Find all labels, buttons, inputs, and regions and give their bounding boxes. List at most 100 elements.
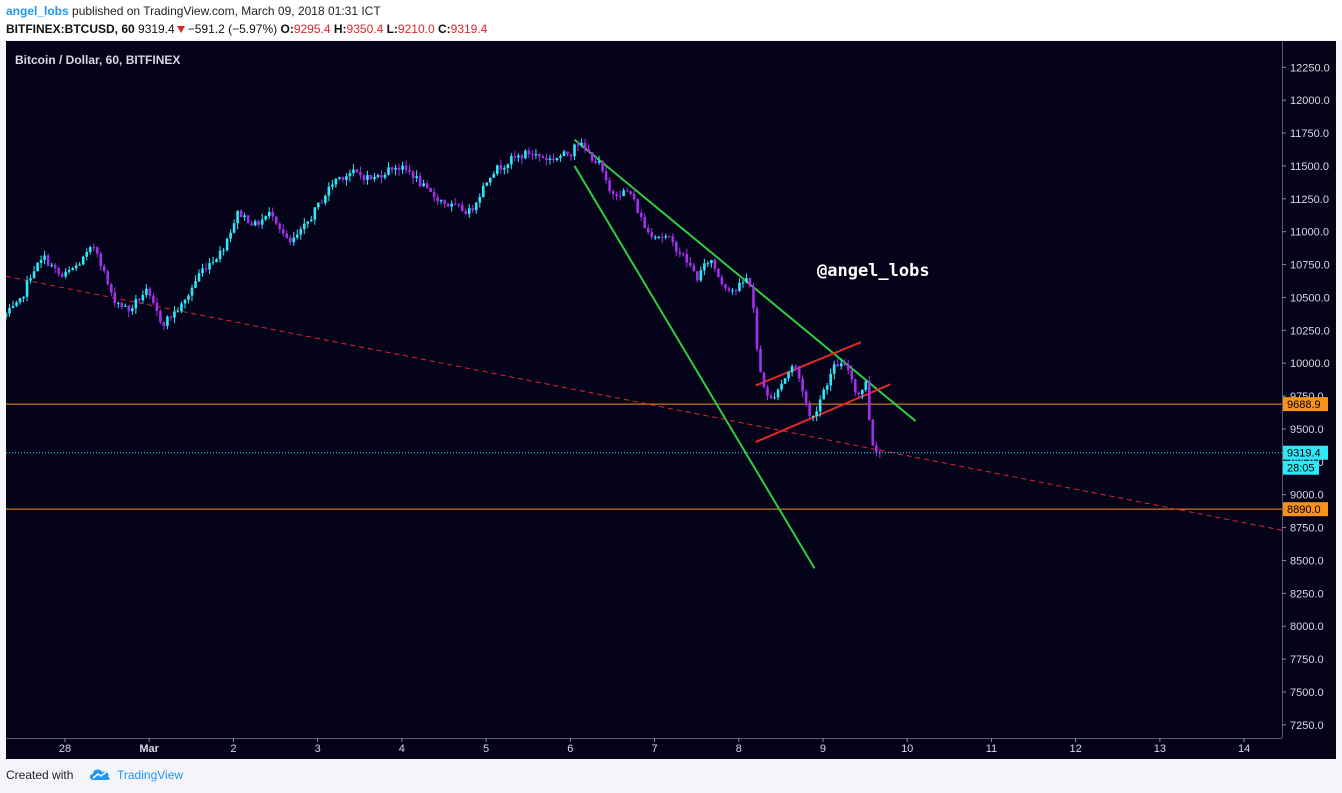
candle-down xyxy=(404,165,408,170)
candle-up xyxy=(664,236,668,238)
time-tick-label: 10 xyxy=(901,743,913,755)
open-label: O: xyxy=(280,22,294,36)
candle-up xyxy=(580,142,583,146)
candle-up xyxy=(790,366,794,373)
candle-up xyxy=(387,167,390,175)
candle-up xyxy=(478,196,482,203)
watermark-text: @angel_lobs xyxy=(817,261,930,281)
candle-down xyxy=(278,223,282,230)
chart-background xyxy=(6,41,1336,759)
symbol-name: BITFINEX:BTCUSD, 60 xyxy=(6,22,135,36)
candle-up xyxy=(653,237,657,239)
price-chart[interactable]: 7250.0 7500.0 7750.0 8000.0 8250.0 8500.0 8750… xyxy=(4,41,1336,759)
trendline-green-lower[interactable] xyxy=(573,165,816,569)
candle-up xyxy=(208,263,211,270)
candle-up xyxy=(260,219,264,225)
candle-up xyxy=(394,167,397,170)
price-tick-label: 11250.0 xyxy=(1290,194,1329,206)
candle-down xyxy=(566,151,569,155)
candle-up xyxy=(222,250,225,252)
candle-down xyxy=(853,379,857,393)
level-price-badge xyxy=(1283,502,1328,517)
countdown-badge xyxy=(1283,460,1319,475)
candle-down xyxy=(748,278,752,287)
tradingview-cloud-icon[interactable] xyxy=(88,766,112,782)
candle-up xyxy=(211,262,215,264)
candle-up xyxy=(78,264,81,266)
candle-up xyxy=(815,411,818,417)
tradingview-link[interactable]: TradingView xyxy=(117,768,184,782)
candle-down xyxy=(369,175,373,180)
high-label: H: xyxy=(333,22,347,36)
candle-up xyxy=(124,305,127,307)
candle-down xyxy=(250,223,253,226)
trendline-red-channel-bottom[interactable] xyxy=(755,383,891,444)
candle-up xyxy=(134,299,138,309)
trendline-red-channel-top[interactable] xyxy=(755,341,862,387)
trendline-red-dashed[interactable] xyxy=(5,275,1283,531)
candle-down xyxy=(397,167,401,170)
candle-down xyxy=(632,194,636,200)
price-tick-label: 10000.0 xyxy=(1290,358,1330,370)
candle-up xyxy=(348,173,352,177)
candle-up xyxy=(860,389,864,395)
candle-up xyxy=(622,190,625,196)
candle-up xyxy=(302,223,306,230)
candle-up xyxy=(492,173,496,178)
candle-up xyxy=(366,175,369,181)
candle-down xyxy=(843,363,847,365)
candle-up xyxy=(422,183,425,186)
price-tick-label: 8750.0 xyxy=(1290,523,1324,535)
price-tick-label: 8000.0 xyxy=(1290,621,1324,633)
candle-down xyxy=(446,203,450,207)
candle-up xyxy=(773,397,776,399)
candle-up xyxy=(264,216,267,220)
candle-up xyxy=(166,316,169,326)
price-tick-label: 7250.0 xyxy=(1290,720,1324,732)
level-price-badge xyxy=(1283,397,1328,412)
candle-down xyxy=(320,202,324,204)
candle-up xyxy=(236,210,239,224)
candle-down xyxy=(643,216,647,229)
candle-down xyxy=(99,253,103,267)
candle-down xyxy=(868,381,871,420)
candle-down xyxy=(717,268,720,278)
candle-down xyxy=(246,215,250,224)
candle-down xyxy=(162,322,166,326)
candle-down xyxy=(57,268,60,274)
down-arrow-icon xyxy=(176,26,185,33)
candle-up xyxy=(141,294,145,301)
candle-up xyxy=(15,302,18,307)
candle-up xyxy=(317,202,320,208)
candle-down xyxy=(148,288,152,296)
candle-down xyxy=(418,176,422,186)
candle-up xyxy=(345,176,348,180)
candle-up xyxy=(373,176,376,180)
candle-up xyxy=(25,280,29,297)
candle-up xyxy=(64,271,67,277)
candle-up xyxy=(415,176,418,179)
candle-down xyxy=(625,190,629,192)
candle-down xyxy=(692,265,696,272)
publish-header: angel_lobs published on TradingView.com,… xyxy=(0,0,1342,40)
price-tick-label: 10500.0 xyxy=(1290,292,1330,304)
trendline-green-upper[interactable] xyxy=(573,138,917,422)
author-link[interactable]: angel_lobs xyxy=(6,4,69,18)
candle-up xyxy=(50,264,53,266)
created-with-text: Created with xyxy=(6,768,74,782)
candle-down xyxy=(696,271,699,281)
candle-up xyxy=(710,259,713,264)
candle-up xyxy=(485,182,489,186)
footer: Created with TradingView xyxy=(0,760,1342,793)
chart-container[interactable]: 7250.0 7500.0 7750.0 8000.0 8250.0 8500.0 8750… xyxy=(4,41,1336,759)
candle-up xyxy=(243,215,246,217)
publish-text: published on TradingView.com, March 09, … xyxy=(72,4,381,18)
candle-up xyxy=(11,306,15,308)
price-tick-label: 11500.0 xyxy=(1290,161,1329,173)
time-tick-label: 7 xyxy=(651,743,657,755)
candle-up xyxy=(81,256,85,265)
candle-down xyxy=(587,148,590,153)
candle-down xyxy=(281,229,285,234)
candle-up xyxy=(43,255,46,260)
candle-down xyxy=(341,177,345,180)
